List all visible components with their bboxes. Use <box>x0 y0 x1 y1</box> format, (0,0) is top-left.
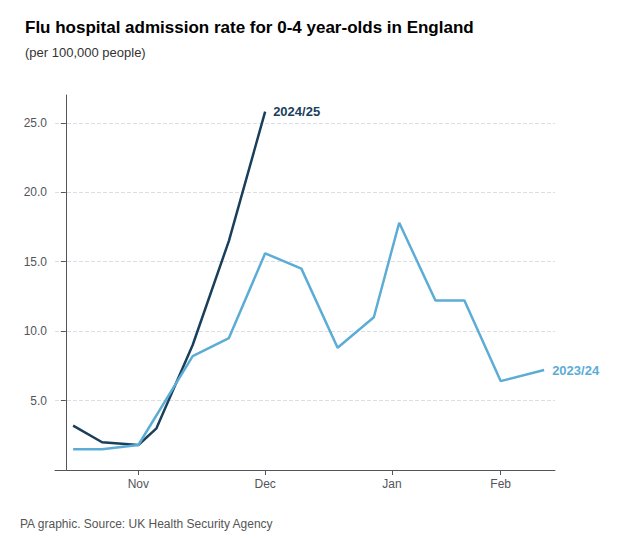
svg-text:10.0: 10.0 <box>24 324 48 338</box>
svg-text:Feb: Feb <box>490 477 511 491</box>
svg-text:20.0: 20.0 <box>24 185 48 199</box>
svg-text:Jan: Jan <box>382 477 401 491</box>
svg-text:PA graphic. Source: UK Health: PA graphic. Source: UK Health Security A… <box>20 517 273 531</box>
svg-text:Dec: Dec <box>254 477 275 491</box>
svg-text:2024/25: 2024/25 <box>273 104 320 119</box>
svg-text:25.0: 25.0 <box>24 116 48 130</box>
svg-text:5.0: 5.0 <box>30 394 47 408</box>
svg-text:15.0: 15.0 <box>24 255 48 269</box>
svg-text:(per 100,000 people): (per 100,000 people) <box>25 45 146 60</box>
svg-text:Flu hospital admission rate fo: Flu hospital admission rate for 0-4 year… <box>25 18 474 37</box>
svg-text:2023/24: 2023/24 <box>552 363 600 378</box>
svg-text:Nov: Nov <box>128 477 149 491</box>
